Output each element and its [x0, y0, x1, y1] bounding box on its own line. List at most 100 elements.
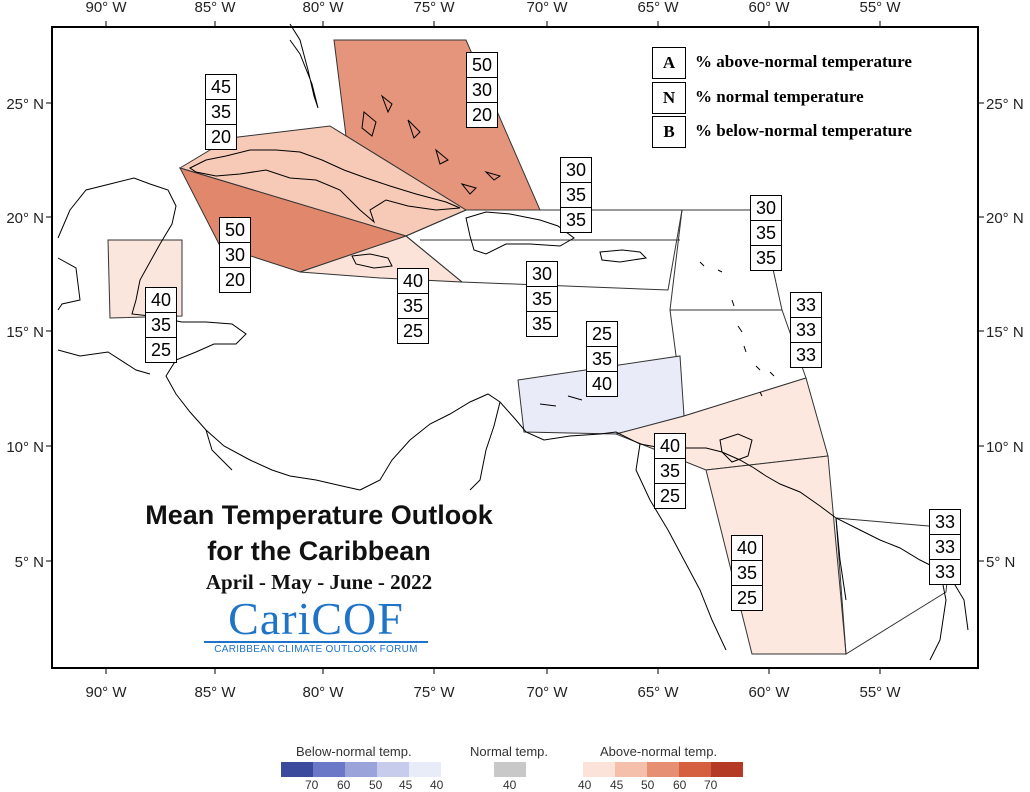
legend-below-title: Below-normal temp. [296, 744, 412, 759]
lon-top-label: 60° W [748, 0, 790, 16]
lon-bottom-label: 60° W [748, 684, 790, 701]
key-letter-a: A [652, 47, 686, 79]
lat-right-label: 25° N [986, 96, 1024, 113]
prob-below: 25 [402, 321, 424, 341]
lat-left-label: 15° N [6, 324, 44, 341]
prob-above: 40 [146, 288, 176, 313]
legend-above-title: Above-normal temp. [600, 744, 718, 759]
key-text-below: % below-normal temperature [695, 121, 912, 140]
legend-swatch-below-60 [313, 762, 345, 777]
region-french-guiana [835, 517, 953, 655]
prob-normal: 35 [398, 294, 428, 319]
legend-swatch-above-60 [679, 762, 711, 777]
prob-normal: 35 [587, 347, 617, 372]
prob-normal: 30 [467, 78, 497, 103]
key-text-above: % above-normal temperature [695, 52, 912, 71]
legend-tick-normal: 40 [503, 778, 517, 792]
prob-below: 20 [210, 127, 232, 147]
prob-below: 25 [659, 486, 681, 506]
lon-bottom-label: 65° W [637, 684, 679, 701]
prob-normal: 35 [751, 221, 781, 246]
forecast-box-leeward-islands: 30 35 35 [750, 195, 782, 271]
lat-left-label: 25° N [6, 96, 44, 113]
legend-swatch-above-40 [583, 762, 615, 777]
legend-swatch-below-70 [281, 762, 313, 777]
prob-above: 25 [587, 322, 617, 347]
lon-bottom-label: 75° W [413, 684, 455, 701]
legend-normal-title: Normal temp. [470, 744, 549, 759]
prob-normal: 35 [732, 561, 762, 586]
prob-normal: 35 [206, 100, 236, 125]
lon-top-label: 90° W [85, 0, 127, 16]
prob-above: 33 [930, 510, 960, 535]
prob-below: 25 [736, 588, 758, 608]
key-letter-n: N [652, 82, 686, 114]
map-title: Mean Temperature Outlook [145, 500, 493, 530]
region-guyana [705, 455, 847, 655]
legend-swatch-below-50 [345, 762, 377, 777]
forecast-box-bahamas: 50 30 20 [466, 52, 498, 128]
lon-top-label: 80° W [302, 0, 344, 16]
legend-swatch-above-50 [647, 762, 679, 777]
lon-top-label: 85° W [194, 0, 236, 16]
prob-below: 35 [755, 248, 777, 268]
legend-tick-above: 45 [610, 778, 624, 792]
prob-normal: 33 [791, 318, 821, 343]
prob-normal: 35 [655, 459, 685, 484]
caricof-logo: CariCOF CARIBBEAN CLIMATE OUTLOOK FORUM [200, 594, 432, 660]
prob-normal: 35 [561, 183, 591, 208]
legend-tick-above: 50 [641, 778, 655, 792]
prob-above: 50 [220, 218, 250, 243]
prob-above: 40 [655, 434, 685, 459]
legend-tick-below: 60 [337, 778, 351, 792]
legend-tick-below: 50 [369, 778, 383, 792]
lat-right-label: 10° N [986, 439, 1024, 456]
prob-below: 35 [565, 210, 587, 230]
key-letter-b: B [652, 116, 686, 148]
lat-left-label: 5° N [15, 554, 44, 571]
legend-swatch-below-40 [409, 762, 441, 777]
prob-below: 33 [795, 345, 817, 365]
prob-normal: 30 [220, 243, 250, 268]
legend-tick-below: 45 [399, 778, 413, 792]
prob-below: 20 [471, 105, 493, 125]
forecast-box-jamaica: 40 35 25 [397, 268, 429, 344]
legend-tick-below: 70 [305, 778, 319, 792]
logo-subtitle: CARIBBEAN CLIMATE OUTLOOK FORUM [214, 644, 418, 655]
lon-bottom-label: 55° W [859, 684, 901, 701]
forecast-box-trinidad: 40 35 25 [654, 433, 686, 509]
legend-swatch-above-70 [711, 762, 743, 777]
legend-swatch-below-45 [377, 762, 409, 777]
prob-normal: 35 [146, 313, 176, 338]
lon-bottom-label: 80° W [302, 684, 344, 701]
map-title-line2: for the Caribbean [207, 536, 431, 566]
lon-bottom-label: 85° W [194, 684, 236, 701]
prob-above: 33 [791, 293, 821, 318]
forecast-box-windward-islands: 33 33 33 [790, 292, 822, 368]
legend-tick-above: 40 [578, 778, 592, 792]
logo-rule [204, 641, 428, 643]
legend-tick-above: 60 [673, 778, 687, 792]
prob-above: 40 [398, 269, 428, 294]
forecast-box-cuba: 45 35 20 [205, 74, 237, 150]
key-text-normal: % normal temperature [695, 87, 864, 106]
lat-right-label: 15° N [986, 324, 1024, 341]
region-hispaniola [405, 209, 683, 291]
forecast-box-cayman: 50 30 20 [219, 217, 251, 293]
coastlines [57, 23, 969, 661]
prob-above: 50 [467, 53, 497, 78]
prob-below: 35 [531, 314, 553, 334]
legend-tick-above: 70 [704, 778, 718, 792]
lon-bottom-label: 70° W [526, 684, 568, 701]
prob-normal: 35 [527, 287, 557, 312]
legend-swatch-normal-40 [494, 762, 526, 777]
lon-top-label: 65° W [637, 0, 679, 16]
map-frame [51, 26, 979, 669]
prob-above: 30 [527, 262, 557, 287]
prob-above: 30 [751, 196, 781, 221]
prob-above: 40 [732, 536, 762, 561]
lat-right-label: 20° N [986, 210, 1024, 227]
forecast-box-guyana: 40 35 25 [731, 535, 763, 611]
legend-swatch-above-45 [615, 762, 647, 777]
